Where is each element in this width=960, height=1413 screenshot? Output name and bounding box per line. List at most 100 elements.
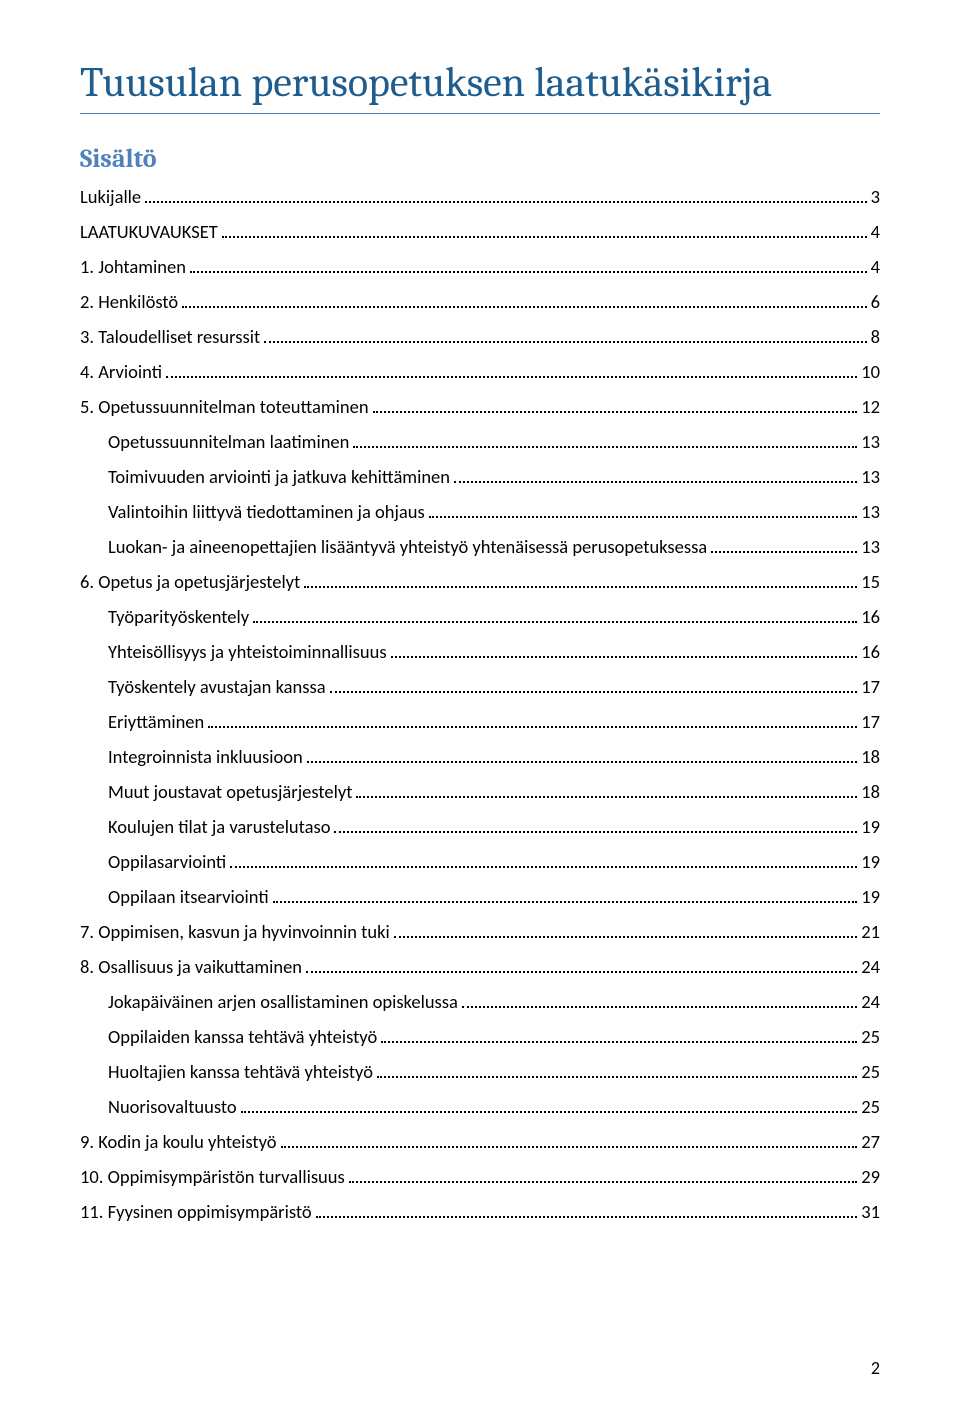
toc-entry-page: 4 (871, 258, 880, 277)
toc-row[interactable]: Oppilaiden kanssa tehtävä yhteistyö 25 (80, 1028, 880, 1047)
toc-row[interactable]: Muut joustavat opetusjärjestelyt18 (80, 783, 880, 802)
toc-entry-label: LAATUKUVAUKSET (80, 223, 218, 242)
toc-entry-label: 9. Kodin ja koulu yhteistyö (80, 1133, 277, 1152)
toc-leader-dots (306, 971, 857, 973)
toc-row[interactable]: Työskentely avustajan kanssa 17 (80, 678, 880, 697)
toc-row[interactable]: Työparityöskentely16 (80, 608, 880, 627)
toc-leader-dots (230, 866, 857, 868)
toc-entry-label: 8. Osallisuus ja vaikuttaminen (80, 958, 302, 977)
toc-entry-label: Huoltajien kanssa tehtävä yhteistyö (108, 1063, 373, 1082)
toc-row[interactable]: Oppilasarviointi 19 (80, 853, 880, 872)
toc-entry-label: 7. Oppimisen, kasvun ja hyvinvoinnin tuk… (80, 923, 390, 942)
toc-entry-page: 25 (861, 1028, 880, 1047)
toc-row[interactable]: 10. Oppimisympäristön turvallisuus 29 (80, 1168, 880, 1187)
toc-entry-page: 19 (861, 853, 880, 872)
toc-row[interactable]: Integroinnista inkluusioon 18 (80, 748, 880, 767)
toc-leader-dots (307, 761, 857, 763)
toc-row[interactable]: Jokapäiväinen arjen osallistaminen opisk… (80, 993, 880, 1012)
toc-entry-page: 27 (861, 1133, 880, 1152)
toc-leader-dots (334, 831, 857, 833)
toc-entry-page: 18 (861, 748, 880, 767)
toc-entry-page: 13 (861, 433, 880, 452)
toc-leader-dots (353, 446, 857, 448)
toc-leader-dots (330, 691, 858, 693)
toc-entry-label: 3. Taloudelliset resurssit (80, 328, 260, 347)
page-number: 2 (871, 1357, 880, 1379)
toc-entry-label: Eriyttäminen (108, 713, 204, 732)
toc-row[interactable]: 4. Arviointi10 (80, 363, 880, 382)
toc-entry-label: 1. Johtaminen (80, 258, 186, 277)
toc-leader-dots (394, 936, 858, 938)
toc-row[interactable]: 11. Fyysinen oppimisympäristö31 (80, 1203, 880, 1222)
toc-entry-label: Työskentely avustajan kanssa (108, 678, 326, 697)
toc-leader-dots (462, 1006, 857, 1008)
toc-row[interactable]: Koulujen tilat ja varustelutaso19 (80, 818, 880, 837)
toc-entry-label: Valintoihin liittyvä tiedottaminen ja oh… (108, 503, 425, 522)
toc-entry-page: 12 (861, 398, 880, 417)
document-title: Tuusulan perusopetuksen laatukäsikirja (80, 58, 880, 114)
toc-row[interactable]: Huoltajien kanssa tehtävä yhteistyö 25 (80, 1063, 880, 1082)
toc-entry-page: 17 (861, 713, 880, 732)
toc-row[interactable]: Yhteisöllisyys ja yhteistoiminnallisuus1… (80, 643, 880, 662)
toc-row[interactable]: Opetussuunnitelman laatiminen 13 (80, 433, 880, 452)
toc-row[interactable]: Oppilaan itsearviointi 19 (80, 888, 880, 907)
toc-entry-label: Oppilaiden kanssa tehtävä yhteistyö (108, 1028, 377, 1047)
toc-leader-dots (182, 306, 866, 308)
toc-row[interactable]: Nuorisovaltuusto25 (80, 1098, 880, 1117)
toc-leader-dots (316, 1216, 858, 1218)
toc-entry-page: 6 (871, 293, 880, 312)
toc-entry-label: Muut joustavat opetusjärjestelyt (108, 783, 352, 802)
toc-entry-page: 13 (861, 503, 880, 522)
toc-row[interactable]: 8. Osallisuus ja vaikuttaminen 24 (80, 958, 880, 977)
toc-entry-page: 13 (861, 538, 880, 557)
toc-entry-label: Oppilasarviointi (108, 853, 226, 872)
toc-leader-dots (711, 551, 857, 553)
toc-leader-dots (304, 586, 857, 588)
toc-entry-page: 31 (861, 1203, 880, 1222)
toc-leader-dots (377, 1076, 857, 1078)
toc-entry-label: Opetussuunnitelman laatiminen (108, 433, 349, 452)
toc-entry-page: 25 (861, 1063, 880, 1082)
toc-row[interactable]: 7. Oppimisen, kasvun ja hyvinvoinnin tuk… (80, 923, 880, 942)
toc-entry-page: 19 (861, 888, 880, 907)
toc-row[interactable]: Eriyttäminen 17 (80, 713, 880, 732)
toc-leader-dots (222, 236, 867, 238)
toc-leader-dots (190, 271, 867, 273)
toc-heading: Sisältö (80, 144, 880, 174)
toc-row[interactable]: 6. Opetus ja opetusjärjestelyt 15 (80, 573, 880, 592)
toc-row[interactable]: Valintoihin liittyvä tiedottaminen ja oh… (80, 503, 880, 522)
toc-row[interactable]: Luokan- ja aineenopettajien lisääntyvä y… (80, 538, 880, 557)
toc-entry-page: 25 (861, 1098, 880, 1117)
toc-row[interactable]: 2. Henkilöstö6 (80, 293, 880, 312)
toc-leader-dots (349, 1181, 858, 1183)
toc-leader-dots (253, 621, 857, 623)
toc-row[interactable]: 9. Kodin ja koulu yhteistyö 27 (80, 1133, 880, 1152)
toc-entry-page: 16 (861, 643, 880, 662)
toc-leader-dots (454, 481, 857, 483)
toc-entry-label: Integroinnista inkluusioon (108, 748, 303, 767)
toc-entry-page: 15 (861, 573, 880, 592)
toc-row[interactable]: 5. Opetussuunnitelman toteuttaminen12 (80, 398, 880, 417)
toc-entry-label: Oppilaan itsearviointi (108, 888, 269, 907)
toc-entry-label: Koulujen tilat ja varustelutaso (108, 818, 330, 837)
toc-entry-page: 3 (871, 188, 880, 207)
toc-entry-page: 24 (861, 958, 880, 977)
toc-row[interactable]: LAATUKUVAUKSET4 (80, 223, 880, 242)
toc-leader-dots (281, 1146, 858, 1148)
toc-leader-dots (381, 1041, 857, 1043)
toc-row[interactable]: 1. Johtaminen 4 (80, 258, 880, 277)
toc-row[interactable]: Lukijalle3 (80, 188, 880, 207)
toc-entry-page: 8 (871, 328, 880, 347)
toc-entry-page: 17 (861, 678, 880, 697)
toc-row[interactable]: Toimivuuden arviointi ja jatkuva kehittä… (80, 468, 880, 487)
toc-entry-page: 21 (861, 923, 880, 942)
toc-leader-dots (373, 411, 858, 413)
toc-row[interactable]: 3. Taloudelliset resurssit 8 (80, 328, 880, 347)
toc-entry-page: 10 (861, 363, 880, 382)
toc-entry-label: Jokapäiväinen arjen osallistaminen opisk… (108, 993, 458, 1012)
toc-entry-page: 16 (861, 608, 880, 627)
toc-entry-label: 6. Opetus ja opetusjärjestelyt (80, 573, 300, 592)
toc-entry-page: 29 (861, 1168, 880, 1187)
toc-entry-label: 10. Oppimisympäristön turvallisuus (80, 1168, 345, 1187)
toc-entry-label: Luokan- ja aineenopettajien lisääntyvä y… (108, 538, 707, 557)
